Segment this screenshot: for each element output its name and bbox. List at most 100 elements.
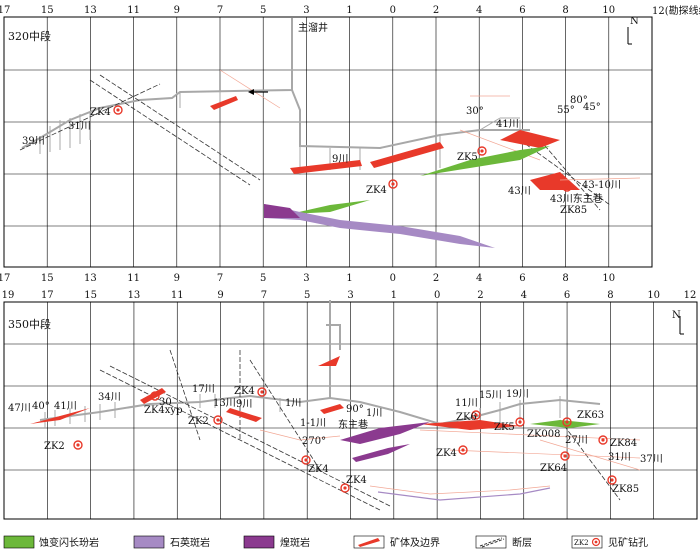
lower-north-arrow-icon [679, 316, 684, 335]
lower-top-tick: 13 [128, 290, 141, 301]
lower-top-tick: 8 [607, 290, 613, 301]
legend-orebody-label: 矿体及边界 [390, 536, 440, 549]
upper-map: 17 15 13 11 9 7 5 3 1 0 2 4 6 8 10 17 15 13 11 9 7 5 3 1 0 2 4 6 8 1… [0, 4, 700, 284]
lower-diorite-body [530, 420, 600, 428]
lower-40deg: 40° [32, 401, 50, 412]
lower-41-label: 41川 [54, 401, 77, 412]
lower-top-tick: 5 [304, 290, 310, 301]
upper-zk4-a: ZK4 [90, 107, 111, 118]
lower-30: 30 [159, 397, 172, 408]
lower-15-label: 15川 [479, 390, 502, 401]
lower-top-tick: 11 [171, 290, 184, 301]
upper-lamprophyre [264, 204, 300, 218]
lower-top-tick: 4 [521, 290, 527, 301]
lower-zk2-b: ZK2 [188, 416, 209, 427]
legend-lamprophyre-label: 煌斑岩 [280, 536, 310, 549]
upper-top-tick: 15 [41, 5, 54, 16]
lower-90deg: 90° [346, 404, 364, 415]
upper-top-tick: 6 [519, 5, 525, 16]
lower-17-label: 17川 [192, 384, 215, 395]
lower-11-label: 11川 [455, 398, 478, 409]
lower-zk63: ZK63 [577, 410, 604, 421]
upper-bottom-tick: 15 [41, 273, 54, 284]
lower-quartz-porphyry [377, 487, 551, 501]
lower-31-label: 31川 [608, 452, 631, 463]
upper-bottom-tick: 0 [390, 273, 396, 284]
upper-top-tick: 11 [127, 5, 140, 16]
legend-lamprophyre: 煌斑岩 [243, 535, 310, 549]
lower-19-label: 19川 [506, 389, 529, 400]
upper-zk5: ZK5 [457, 152, 478, 163]
upper-top-tick: 5 [260, 5, 266, 16]
legend-drillhole: ZK2 见矿钻孔 [571, 535, 648, 549]
lower-top-tick: 12 [684, 290, 697, 301]
legend-fault-label: 断层 [512, 536, 532, 549]
upper-top-tick: 4 [476, 5, 482, 16]
upper-zk85: ZK85 [560, 205, 587, 216]
upper-bottom-tick: 13 [84, 273, 97, 284]
legend-fault: 断层 [475, 535, 532, 549]
upper-map-frame [3, 16, 653, 268]
upper-tunnels [21, 18, 530, 175]
upper-bottom-tick: 5 [260, 273, 266, 284]
lower-zk4-a: ZK4 [234, 386, 255, 397]
lower-zk4xyp: ZK4xyp [144, 405, 182, 416]
upper-ore-boundaries [219, 69, 641, 181]
upper-41-label: 41川 [496, 119, 519, 130]
upper-bottom-tick: 11 [127, 273, 140, 284]
upper-top-tick: 8 [562, 5, 568, 16]
legend-drillhole-icon-text: ZK2 [574, 539, 589, 547]
lower-top-tick: 17 [41, 290, 54, 301]
upper-bottom-tick: 9 [174, 273, 180, 284]
lower-1-1-label: 1-1川 [300, 418, 326, 429]
upper-bottom-tick: 4 [476, 273, 482, 284]
upper-zk4-b: ZK4 [366, 185, 387, 196]
lower-lamprophyre-1 [340, 422, 430, 444]
drillhole-icon [591, 537, 601, 547]
lower-34-label: 34川 [98, 392, 121, 403]
upper-43-10-label: 43-10川 [582, 180, 621, 191]
lower-top-tick: 2 [477, 290, 483, 301]
upper-top-tick: 3 [303, 5, 309, 16]
lower-lamprophyre-2 [352, 444, 410, 462]
upper-top-tick: 13 [84, 5, 97, 16]
upper-drillholes [113, 105, 572, 192]
lower-1-label-a: 1川 [285, 398, 301, 409]
lower-zk84: ZK84 [610, 438, 637, 449]
legend: 蚀变闪长玢岩 石英斑岩 煌斑岩 矿体及边界 断层 ZK2 见矿钻孔 [3, 535, 648, 549]
upper-top-tick-labels: 17 15 13 11 9 7 5 3 1 0 2 4 6 8 10 [0, 5, 615, 16]
upper-bottom-tick: 2 [433, 273, 439, 284]
lower-top-tick: 10 [647, 290, 660, 301]
lower-top-tick: 19 [2, 290, 15, 301]
lower-level-label: 350中段 [8, 317, 51, 331]
main-shaft-label: 主溜井 [298, 21, 328, 34]
upper-top-tick: 17 [0, 5, 10, 16]
legend-quartz-porphyry: 石英斑岩 [133, 535, 210, 549]
lower-top-tick: 7 [261, 290, 267, 301]
lower-faults [99, 349, 621, 511]
upper-31-label: 31川 [68, 121, 91, 132]
upper-45deg: 45° [583, 102, 601, 113]
upper-diorite-body-2 [290, 200, 370, 214]
upper-orebodies [210, 96, 580, 190]
lower-north-label: N [672, 310, 681, 321]
upper-level-label: 320中段 [8, 29, 51, 43]
upper-9-label: 9川 [332, 154, 348, 165]
upper-bottom-tick: 6 [519, 273, 525, 284]
upper-top-tick: 10 [602, 5, 615, 16]
lower-orebodies [30, 356, 520, 430]
lower-zk6: ZK6 [456, 412, 477, 423]
lower-top-tick: 9 [217, 290, 223, 301]
lower-47-label: 47川 [8, 403, 31, 414]
lower-ore-boundaries [259, 429, 641, 495]
upper-top-tick: 2 [433, 5, 439, 16]
lower-zk2-a: ZK2 [44, 441, 65, 452]
upper-top-tick: 0 [390, 5, 396, 16]
upper-39-label: 39川 [22, 136, 45, 147]
lower-270deg: 270° [302, 436, 326, 447]
lower-top-tick-labels: 19 17 15 13 11 9 7 5 3 1 0 2 4 6 8 10 12 [2, 290, 697, 301]
legend-diorite-label: 蚀变闪长玢岩 [39, 536, 99, 549]
upper-top-tick: 7 [217, 5, 223, 16]
upper-43-east-label: 43川东主巷 [550, 192, 603, 205]
